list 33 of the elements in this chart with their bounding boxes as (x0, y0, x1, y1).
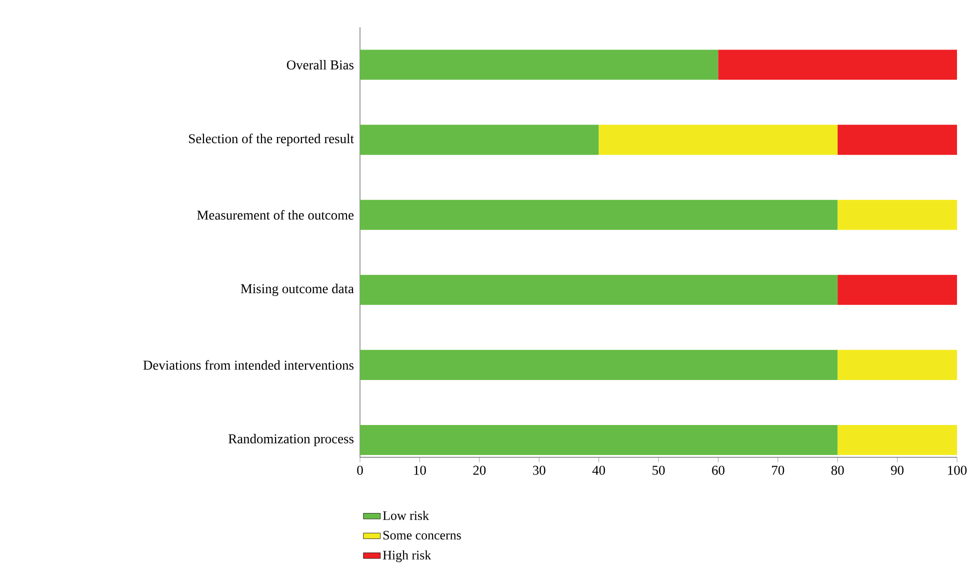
y-tick-label: Overall Bias (286, 60, 354, 70)
bar (360, 350, 838, 380)
y-tick-label: Selection of the reported result (189, 134, 354, 146)
bar (360, 124, 599, 155)
bar (360, 274, 838, 305)
x-tick-label: 10 (414, 466, 426, 475)
x-tick-label: 40 (592, 466, 606, 475)
x-tick-label: 100 (948, 466, 967, 475)
bar (838, 200, 958, 230)
legend-label: Low risk (382, 510, 429, 520)
bar (718, 50, 958, 80)
bar (838, 274, 958, 305)
bar (838, 124, 958, 155)
bar (360, 50, 718, 80)
legend-label: Some concerns (383, 530, 461, 540)
y-tick-label: Randomization process (228, 434, 354, 446)
y-tick-label: Measurement of the outcome (197, 210, 354, 220)
x-tick-label: 80 (831, 466, 844, 475)
legend-label: High risk (382, 550, 432, 562)
bar (598, 124, 838, 155)
bar (838, 424, 958, 455)
bar (838, 350, 958, 380)
x-tick-label: 30 (533, 466, 546, 475)
x-tick-label: 60 (712, 466, 724, 475)
bar (360, 200, 838, 230)
x-tick-label: 70 (772, 466, 784, 475)
x-tick-label: 20 (473, 466, 486, 475)
x-tick-label: 50 (652, 466, 665, 475)
bar (360, 424, 838, 455)
x-tick-label: 90 (891, 466, 904, 475)
y-tick-label: Deviations from intended interventions (143, 360, 354, 370)
x-tick-label: 0 (357, 466, 363, 475)
y-tick-label: Mising outcome data (240, 284, 354, 296)
